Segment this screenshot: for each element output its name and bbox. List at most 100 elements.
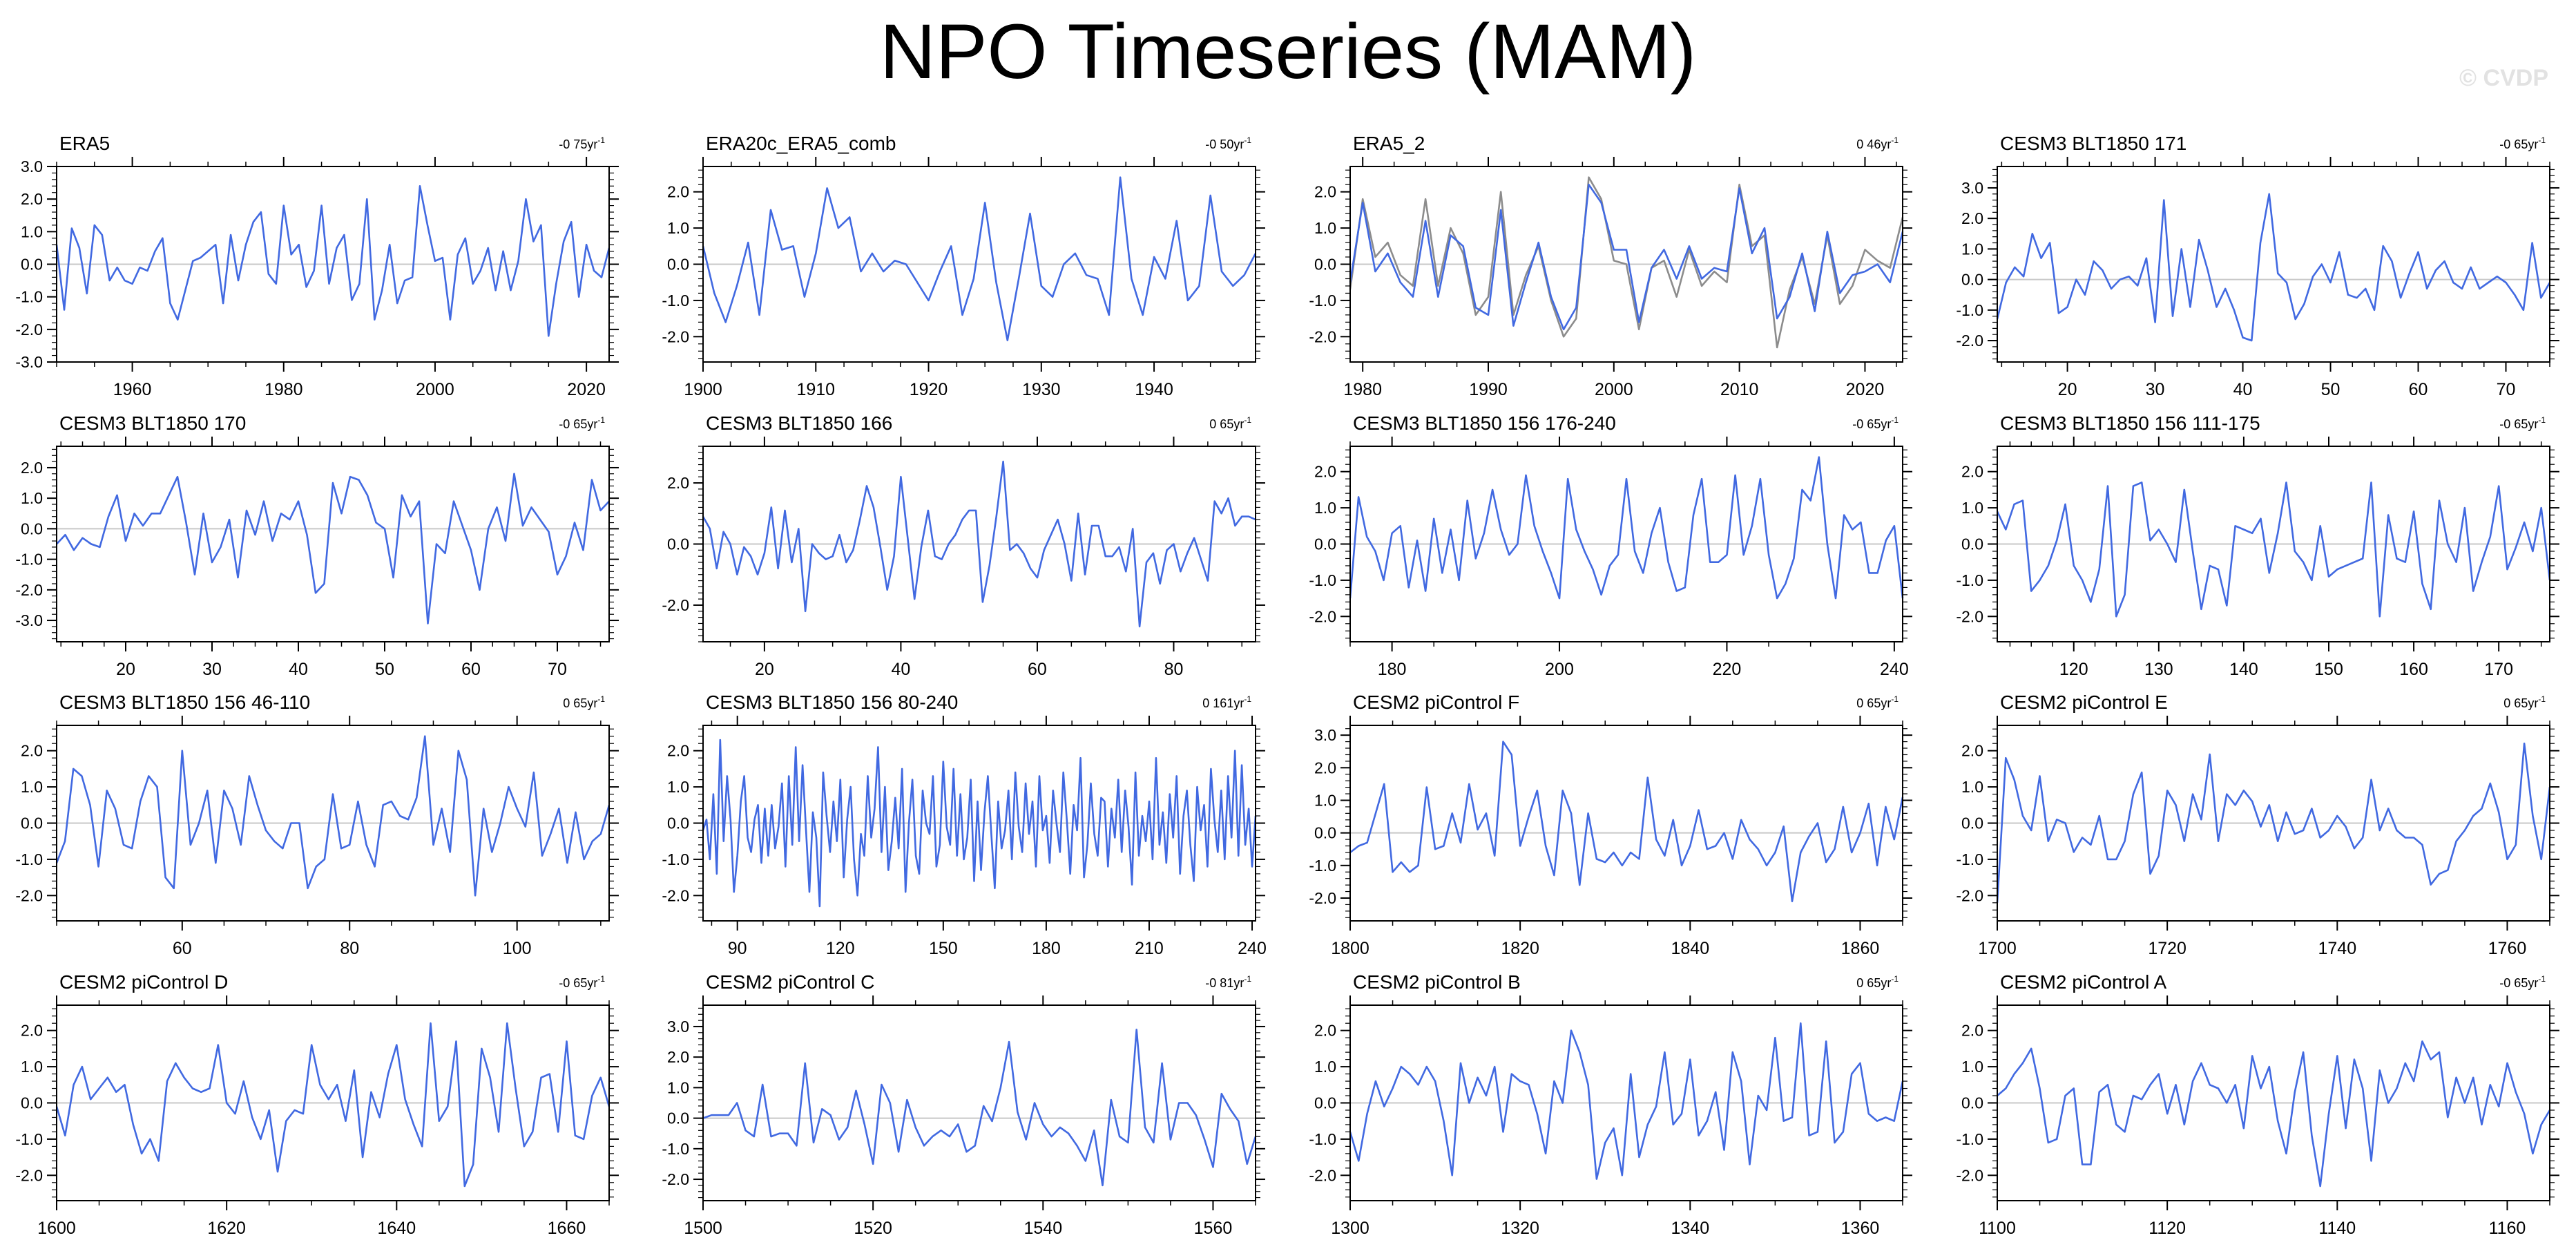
y-tick-label: 1.0	[667, 778, 689, 796]
y-tick-label: -2.0	[1309, 327, 1336, 345]
x-tick-label: 1140	[2318, 1219, 2356, 1238]
x-tick-label: 180	[1032, 939, 1061, 958]
y-tick-label: -1.0	[1956, 850, 1983, 868]
y-tick-label: 0.0	[667, 1109, 689, 1127]
y-tick-label: 2.0	[1961, 742, 1983, 760]
chart-panel: 90 120 150 180 210 240 -2.0 -1.0 0.0 1.0 2.0 CESM3 …	[662, 692, 1267, 958]
chart-panel: 20 30 40 50 60 70 -2.0 -1.0 0.0 1.0 2.0 3.0 CESM3 BL…	[1956, 133, 2559, 399]
y-tick-label: -2.0	[1956, 607, 1983, 625]
chart-panel: 1600 1620 1640 1660 -2.0 -1.0 0.0 1.0 2.0 CESM2 p…	[15, 971, 619, 1238]
panel-title: CESM3 BLT1850 166	[706, 412, 892, 434]
x-tick-label: 120	[826, 939, 855, 958]
x-tick-label: 1540	[1023, 1219, 1062, 1238]
y-tick-label: 2.0	[1961, 463, 1983, 481]
x-tick-label: 1820	[1501, 939, 1539, 958]
watermark-text: © CVDP	[2459, 65, 2548, 91]
chart-panel: 1980 1990 2000 2010 2020 -2.0 -1.0 0.0 1.0 2.0 ERA…	[1309, 133, 1912, 399]
y-tick-label: 1.0	[1314, 1058, 1336, 1076]
trend-label: 0 161yr-1	[1202, 694, 1251, 710]
series-line	[1996, 482, 2551, 618]
x-tick-label: 40	[892, 660, 911, 679]
x-tick-label: 130	[2144, 660, 2173, 679]
trend-label: -0 65yr-1	[2499, 974, 2546, 990]
series-line	[1349, 456, 1904, 600]
plot-frame	[56, 446, 610, 642]
y-tick-label: 0.0	[1961, 271, 1983, 289]
x-tick-label: 80	[340, 939, 359, 958]
x-tick-label: 1760	[2488, 939, 2527, 958]
trend-label: -0 65yr-1	[559, 974, 605, 990]
x-tick-label: 70	[2497, 380, 2516, 399]
x-tick-label: 150	[2314, 660, 2343, 679]
x-tick-label: 1700	[1978, 939, 2017, 958]
x-tick-label: 40	[289, 660, 308, 679]
series-line	[55, 184, 611, 337]
y-tick-label: -1.0	[1309, 857, 1336, 875]
y-tick-label: 2.0	[21, 742, 43, 760]
y-tick-label: 0.0	[1314, 1094, 1336, 1112]
series-line	[55, 735, 611, 897]
chart-panel: 1300 1320 1340 1360 -2.0 -1.0 0.0 1.0 2.0 CESM2 p…	[1309, 971, 1912, 1238]
y-tick-label: 3.0	[1961, 179, 1983, 197]
y-tick-label: 1.0	[1314, 219, 1336, 237]
y-tick-label: -1.0	[15, 1130, 43, 1148]
panel-title: CESM2 piControl B	[1353, 971, 1521, 993]
series-line	[1349, 1022, 1904, 1180]
y-tick-label: 1.0	[667, 1078, 689, 1096]
y-tick-label: -1.0	[1309, 1130, 1336, 1148]
y-tick-label: 1.0	[667, 219, 689, 237]
chart-panel: 1100 1120 1140 1160 -2.0 -1.0 0.0 1.0 2.0 CESM2 p…	[1956, 971, 2559, 1238]
x-tick-label: 120	[2059, 660, 2088, 679]
page-title: NPO Timeseries (MAM)	[879, 8, 1697, 95]
y-tick-label: -1.0	[662, 850, 689, 868]
x-tick-label: 1840	[1671, 939, 1709, 958]
y-tick-label: 2.0	[1314, 759, 1336, 776]
y-tick-label: 3.0	[667, 1018, 689, 1036]
y-tick-label: 0.0	[21, 520, 43, 537]
y-tick-label: 2.0	[21, 459, 43, 477]
x-tick-label: 1940	[1135, 380, 1173, 399]
y-tick-label: 2.0	[21, 1022, 43, 1040]
y-tick-label: -2.0	[662, 596, 689, 614]
y-tick-label: 1.0	[21, 222, 43, 240]
x-tick-label: 2020	[1846, 380, 1885, 399]
y-tick-label: -2.0	[15, 581, 43, 599]
y-tick-label: 1.0	[1314, 499, 1336, 517]
series-line	[702, 1029, 1257, 1187]
panel-title: CESM2 piControl C	[706, 971, 874, 993]
x-tick-label: 60	[2409, 380, 2428, 399]
y-tick-label: -1.0	[662, 1140, 689, 1158]
series-line	[1996, 742, 2551, 903]
y-tick-label: -2.0	[662, 1170, 689, 1188]
chart-panel: 60 80 100 -2.0 -1.0 0.0 1.0 2.0 CESM3 BLT1850 15…	[15, 692, 619, 958]
y-tick-label: -2.0	[1309, 607, 1336, 625]
y-tick-label: 0.0	[21, 1094, 43, 1112]
y-tick-label: 2.0	[667, 1048, 689, 1066]
series-line	[702, 176, 1257, 341]
chart-panel: 1800 1820 1840 1860 -2.0 -1.0 0.0 1.0 2.0 3.0 CESM…	[1309, 692, 1912, 958]
y-tick-label: 0.0	[1961, 814, 1983, 832]
trend-label: 0 65yr-1	[563, 694, 605, 710]
trend-label: -0 65yr-1	[2499, 135, 2546, 151]
x-tick-label: 2000	[416, 380, 454, 399]
series-line	[1349, 183, 1904, 331]
x-tick-label: 1360	[1841, 1219, 1880, 1238]
y-tick-label: 1.0	[1314, 791, 1336, 809]
y-tick-label: 2.0	[1961, 209, 1983, 227]
chart-panel: 120 130 140 150 160 170 -2.0 -1.0 0.0 1.0 2.0 CESM3…	[1956, 412, 2559, 679]
x-tick-label: 1930	[1022, 380, 1061, 399]
x-tick-label: 1560	[1194, 1219, 1233, 1238]
x-tick-label: 1520	[854, 1219, 892, 1238]
x-tick-label: 140	[2229, 660, 2258, 679]
y-tick-label: 1.0	[21, 1058, 43, 1076]
x-tick-label: 50	[375, 660, 394, 679]
x-tick-label: 1990	[1469, 380, 1508, 399]
x-tick-label: 60	[461, 660, 481, 679]
y-tick-label: -2.0	[1956, 886, 1983, 904]
x-tick-label: 240	[1238, 939, 1267, 958]
panel-title: CESM3 BLT1850 156 80-240	[706, 692, 958, 713]
y-tick-label: 2.0	[1314, 183, 1336, 201]
y-tick-label: 1.0	[21, 778, 43, 796]
panel-title: CESM3 BLT1850 156 46-110	[59, 692, 310, 713]
y-tick-label: 1.0	[1961, 778, 1983, 796]
